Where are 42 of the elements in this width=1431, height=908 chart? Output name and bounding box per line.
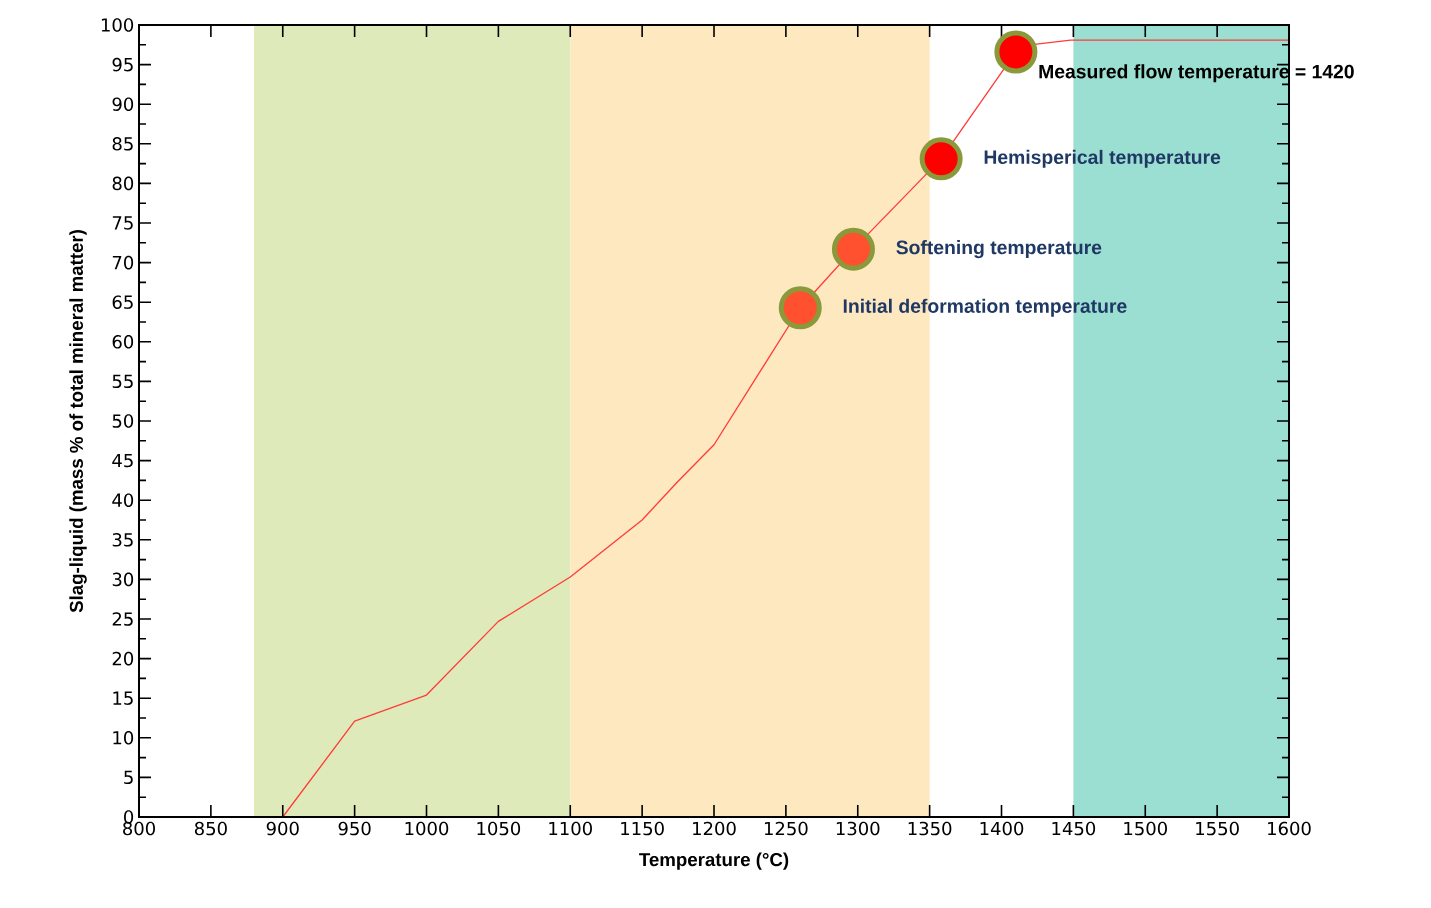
y-tick-label: 5 (124, 770, 133, 785)
x-tick-label: 950 (338, 821, 371, 836)
y-tick-label: 85 (112, 136, 133, 151)
x-tick-label: 1150 (621, 821, 664, 836)
y-tick-label: 40 (112, 493, 134, 507)
x-tick-label: 1500 (1124, 821, 1167, 836)
annotation: Measured flow temperature = 1420 (1039, 64, 1354, 83)
x-tick-label: 1250 (764, 821, 808, 836)
annotation: Initial deformation temperature (843, 298, 1127, 317)
x-tick-label: 1200 (693, 821, 736, 836)
x-tick-label: 1000 (405, 821, 449, 836)
x-tick-label: 850 (194, 821, 227, 836)
x-tick-label: 1300 (836, 821, 880, 836)
y-tick-label: 20 (112, 651, 134, 666)
x-tick-label: 1100 (549, 821, 592, 836)
x-tick-label: 1400 (980, 821, 1024, 836)
y-tick-label: 60 (112, 334, 134, 349)
y-tick-label: 45 (112, 453, 133, 468)
annotation: Hemisperical temperature (984, 149, 1221, 168)
x-tick-label: 1350 (908, 821, 952, 836)
y-tick-label: 25 (112, 612, 133, 626)
y-tick-label: 10 (113, 730, 134, 745)
y-tick-label: 15 (113, 691, 133, 705)
y-tick-label: 90 (112, 97, 134, 111)
x-tick-label: 900 (266, 821, 299, 836)
x-tick-label: 1600 (1268, 821, 1311, 836)
annotation: Softening temperature (896, 240, 1102, 259)
y-tick-label: 50 (112, 414, 134, 428)
y-tick-label: 95 (112, 57, 133, 72)
y-axis-title: Slag-liquid (mass % of total mineral matter) (69, 230, 87, 613)
x-tick-label: 1550 (1196, 821, 1239, 836)
y-tick-label: 35 (112, 532, 133, 547)
y-tick-label: 65 (112, 295, 133, 309)
y-tick-label: 70 (112, 255, 134, 270)
y-tick-label: 30 (112, 572, 134, 587)
y-tick-label: 100 (101, 18, 134, 32)
y-tick-label: 80 (112, 176, 134, 191)
x-tick-label: 1450 (1052, 821, 1096, 836)
y-tick-label: 75 (112, 216, 133, 230)
x-axis-title: Temperature (°C) (639, 852, 789, 870)
x-tick-label: 1050 (477, 821, 521, 836)
y-tick-label: 55 (112, 374, 133, 389)
